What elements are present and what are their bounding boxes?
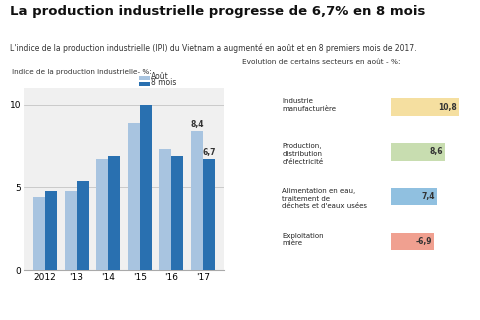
Bar (77, 181, 89, 270)
Text: Alimentation en eau,
traitement de
déchets et d'eaux usées: Alimentation en eau, traitement de déche… (282, 188, 367, 209)
Text: Evolution de certains secteurs en août - %:: Evolution de certains secteurs en août -… (242, 59, 401, 65)
Text: Production,
distribution
d'électricité: Production, distribution d'électricité (282, 143, 324, 164)
Bar (65, 191, 77, 270)
Bar (159, 149, 171, 270)
FancyBboxPatch shape (391, 98, 459, 116)
Bar (33, 197, 45, 270)
Text: Exploitation
mière: Exploitation mière (282, 233, 324, 246)
Text: Indice de la production industrielle- %:: Indice de la production industrielle- %: (12, 69, 152, 75)
Text: L'indice de la production industrielle (IPI) du Vietnam a augmenté en août et en: L'indice de la production industrielle (… (10, 43, 416, 53)
Text: 8 mois: 8 mois (151, 78, 177, 87)
Text: 7,4: 7,4 (422, 192, 435, 201)
Bar (128, 123, 140, 270)
Text: 8,4: 8,4 (190, 120, 204, 129)
Text: Industrie
manufacturière: Industrie manufacturière (282, 98, 336, 112)
Bar (140, 105, 152, 270)
Bar (171, 156, 183, 270)
Bar (108, 156, 120, 270)
Text: 8,6: 8,6 (429, 147, 443, 156)
Text: 10,8: 10,8 (438, 103, 456, 112)
Bar (191, 131, 203, 270)
Bar (203, 159, 215, 270)
Bar (45, 191, 57, 270)
FancyBboxPatch shape (391, 188, 437, 205)
Text: Août: Août (151, 72, 169, 81)
FancyBboxPatch shape (391, 143, 445, 161)
FancyBboxPatch shape (391, 233, 434, 250)
Bar (96, 159, 108, 270)
Text: -6,9: -6,9 (416, 237, 432, 246)
Text: La production industrielle progresse de 6,7% en 8 mois: La production industrielle progresse de … (10, 5, 425, 18)
Text: 6,7: 6,7 (202, 148, 216, 157)
